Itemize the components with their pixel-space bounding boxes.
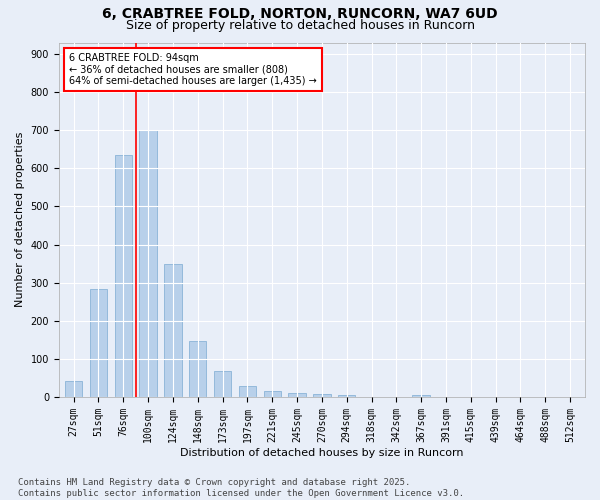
Bar bbox=[313, 394, 331, 397]
Text: Contains HM Land Registry data © Crown copyright and database right 2025.
Contai: Contains HM Land Registry data © Crown c… bbox=[18, 478, 464, 498]
Bar bbox=[289, 393, 306, 397]
Bar bbox=[189, 341, 206, 397]
Y-axis label: Number of detached properties: Number of detached properties bbox=[15, 132, 25, 308]
Bar bbox=[90, 289, 107, 397]
Bar bbox=[115, 155, 132, 397]
Text: 6 CRABTREE FOLD: 94sqm
← 36% of detached houses are smaller (808)
64% of semi-de: 6 CRABTREE FOLD: 94sqm ← 36% of detached… bbox=[70, 53, 317, 86]
Text: Size of property relative to detached houses in Runcorn: Size of property relative to detached ho… bbox=[125, 19, 475, 32]
Bar bbox=[139, 130, 157, 397]
Text: 6, CRABTREE FOLD, NORTON, RUNCORN, WA7 6UD: 6, CRABTREE FOLD, NORTON, RUNCORN, WA7 6… bbox=[102, 8, 498, 22]
Bar bbox=[239, 386, 256, 397]
Bar bbox=[65, 380, 82, 397]
Bar bbox=[164, 264, 182, 397]
Bar bbox=[338, 395, 355, 397]
Bar bbox=[412, 394, 430, 397]
Bar bbox=[263, 392, 281, 397]
Bar bbox=[214, 371, 231, 397]
X-axis label: Distribution of detached houses by size in Runcorn: Distribution of detached houses by size … bbox=[180, 448, 464, 458]
